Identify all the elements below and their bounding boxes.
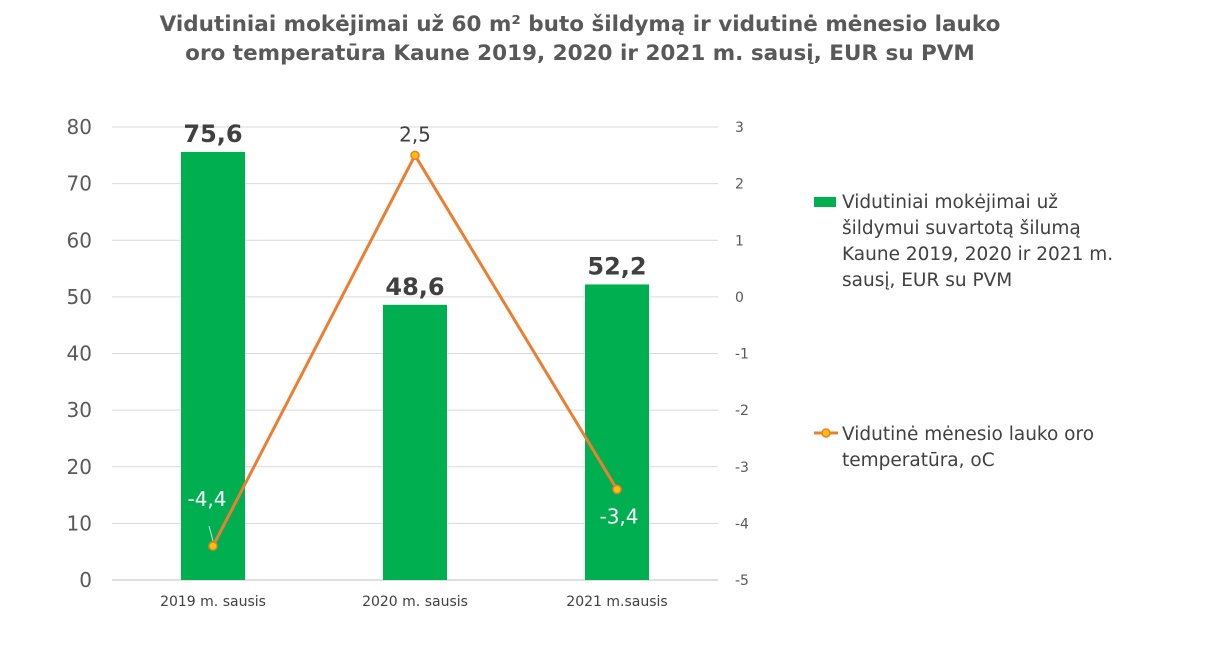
left-axis-tick-label: 0	[79, 568, 92, 592]
right-axis-tick-label: 3	[735, 120, 744, 136]
line-label-leader	[208, 525, 214, 542]
legend-line-marker	[821, 428, 831, 438]
right-axis-tick-label: -4	[735, 516, 749, 532]
right-axis: -5 -4 -3 -2 -1 0 1 2 3	[735, 120, 749, 589]
bar-data-label: 75,6	[183, 120, 242, 148]
right-axis-tick-label: 0	[735, 290, 744, 306]
category-label: 2019 m. sausis	[160, 594, 266, 610]
line-data-label: 2,5	[399, 122, 431, 146]
bar	[585, 284, 649, 580]
line-data-label: -3,4	[599, 504, 638, 528]
category-label: 2020 m. sausis	[362, 594, 468, 610]
left-axis-tick-label: 20	[67, 455, 92, 479]
line-point	[208, 541, 218, 551]
category-label: 2021 m.sausis	[566, 594, 667, 610]
left-axis-tick-label: 40	[67, 342, 92, 366]
chart-title: Vidutiniai mokėjimai už 60 m² buto šildy…	[0, 10, 1160, 68]
bar-series: 75,6 48,6 52,2	[181, 120, 649, 581]
right-axis-tick-label: -5	[735, 573, 749, 589]
left-axis: 0 10 20 30 40 50 60 70 80	[67, 115, 92, 592]
legend-line-label: Vidutinė mėnesio lauko oro	[842, 424, 1094, 445]
bar	[383, 304, 447, 580]
right-axis-tick-label: -1	[735, 347, 749, 363]
legend-bar-swatch	[814, 197, 836, 207]
chart-title-line-2: oro temperatūra Kaune 2019, 2020 ir 2021…	[185, 41, 975, 66]
line-data-label: -4,4	[187, 487, 226, 511]
left-axis-tick-label: 10	[67, 511, 92, 535]
legend-line-label: temperatūra, oC	[842, 450, 995, 471]
right-axis-tick-label: -3	[735, 460, 749, 476]
legend-bar-label: sausį, EUR su PVM	[842, 270, 1012, 291]
right-axis-tick-label: 2	[735, 177, 744, 193]
right-axis-tick-label: -2	[735, 403, 749, 419]
legend-bar-label: šildymui suvartotą šilumą	[842, 218, 1081, 239]
legend-bar-label: Kaune 2019, 2020 ir 2021 m.	[842, 244, 1113, 265]
line-series: -4,4 2,5 -3,4	[187, 122, 639, 551]
legend: Vidutiniai mokėjimai už šildymui suvartot…	[814, 192, 1113, 471]
left-axis-tick-label: 60	[67, 228, 92, 252]
legend-bar-label: Vidutiniai mokėjimai už	[842, 192, 1058, 213]
bar	[181, 151, 245, 581]
line-point	[410, 150, 420, 161]
category-axis: 2019 m. sausis 2020 m. sausis 2021 m.sausi…	[160, 594, 668, 610]
left-axis-tick-label: 30	[67, 398, 92, 422]
right-axis-tick-label: 1	[735, 233, 744, 249]
line-point	[612, 484, 622, 495]
chart-title-line-1: Vidutiniai mokėjimai už 60 m² buto šildy…	[159, 12, 1001, 37]
left-axis-tick-label: 70	[67, 172, 92, 196]
left-axis-tick-label: 50	[67, 285, 92, 309]
bar-data-label: 52,2	[587, 252, 646, 280]
bar-data-label: 48,6	[385, 273, 444, 301]
left-axis-tick-label: 80	[67, 115, 92, 139]
